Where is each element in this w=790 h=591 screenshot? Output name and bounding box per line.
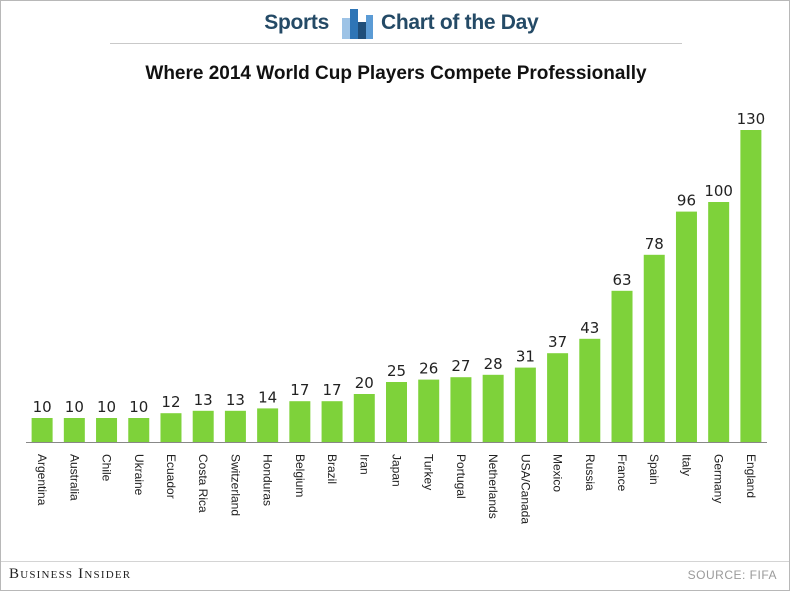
x-tick-label: Honduras [261, 454, 275, 506]
data-label: 17 [290, 381, 309, 399]
bar-brazil [321, 401, 343, 442]
x-tick-label: Switzerland [228, 454, 242, 516]
data-label: 12 [161, 393, 180, 411]
data-label: 10 [65, 398, 84, 416]
x-tick-label: Germany [712, 454, 726, 503]
x-tick-label: Australia [67, 454, 81, 501]
bar-russia [579, 338, 601, 442]
data-label: 20 [355, 374, 374, 392]
x-tick-label: Netherlands [486, 454, 500, 519]
data-label: 13 [194, 391, 213, 409]
bar-france [611, 290, 633, 442]
bar-ukraine [128, 418, 150, 442]
x-tick-label: Argentina [35, 454, 49, 506]
header-chart-of-the-day-label: Chart of the Day [381, 11, 539, 34]
x-tick-label: Spain [647, 454, 661, 485]
bar-england [740, 130, 762, 442]
data-label: 10 [97, 398, 116, 416]
x-tick-label: USA/Canada [518, 454, 532, 524]
data-label: 43 [580, 319, 599, 337]
data-label: 78 [645, 235, 664, 253]
x-tick-label: Brazil [325, 454, 339, 484]
x-tick-label: Ecuador [164, 454, 178, 499]
bar-ecuador [160, 413, 182, 442]
header-sports-label: Sports [264, 11, 329, 34]
x-tick-label: Chile [100, 454, 114, 482]
data-label: 63 [612, 271, 631, 289]
bar-usa-canada [514, 367, 536, 442]
x-tick-label: France [615, 454, 629, 492]
footer-divider [1, 561, 789, 562]
bar-netherlands [482, 374, 504, 442]
data-label: 37 [548, 333, 567, 351]
bar-chile [96, 418, 118, 442]
data-label: 130 [737, 110, 766, 128]
x-tick-label: Costa Rica [196, 454, 210, 513]
bar-japan [386, 382, 407, 442]
x-tick-label: Turkey [422, 454, 436, 490]
data-label: 14 [258, 388, 277, 406]
bar-turkey [418, 379, 440, 442]
bar-chart-icon [342, 9, 373, 39]
data-label: 17 [323, 381, 342, 399]
x-tick-label: Ukraine [132, 454, 146, 496]
source-note: SOURCE: FIFA [687, 568, 777, 582]
data-label: 100 [704, 182, 733, 200]
x-tick-label: Portugal [454, 454, 468, 499]
bar-switzerland [224, 410, 246, 442]
bar-italy [675, 211, 697, 442]
bar-iran [353, 394, 375, 442]
data-label: 31 [516, 348, 535, 366]
x-tick-label: Japan [390, 454, 404, 487]
x-tick-label: Mexico [551, 454, 565, 492]
data-label: 10 [33, 398, 52, 416]
bar-honduras [257, 408, 279, 442]
data-label: 26 [419, 360, 438, 378]
bar-germany [708, 202, 730, 442]
x-tick-label: Russia [583, 454, 597, 491]
bar-portugal [450, 377, 472, 442]
x-tick-label: Belgium [293, 454, 307, 497]
bar-australia [63, 418, 85, 442]
bar-mexico [547, 353, 569, 442]
x-tick-label: Italy [679, 454, 693, 476]
bar-argentina [31, 418, 53, 442]
x-tick-label: Iran [357, 454, 371, 475]
data-label: 27 [451, 357, 470, 375]
chart-title: Where 2014 World Cup Players Compete Pro… [145, 63, 647, 84]
x-tick-label: England [744, 454, 758, 498]
data-label: 13 [226, 391, 245, 409]
data-label: 28 [484, 355, 503, 373]
data-label: 96 [677, 192, 696, 210]
brand-logo: Business Insider [9, 566, 132, 582]
data-label: 10 [129, 398, 148, 416]
bar-spain [643, 254, 665, 442]
data-label: 25 [387, 362, 406, 380]
bar-belgium [289, 401, 311, 442]
bar-costa-rica [192, 410, 214, 442]
header: Sports Chart of the Day [1, 7, 789, 43]
header-divider [110, 43, 682, 44]
